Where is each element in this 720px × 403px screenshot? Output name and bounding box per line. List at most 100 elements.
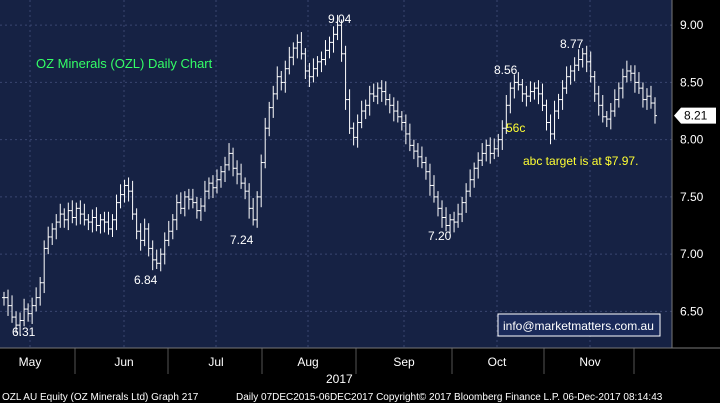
ohlc-bar [436,191,440,217]
ohlc-bar [427,163,432,196]
ohlc-bar [608,103,613,130]
ohlc-bar [480,143,485,166]
ohlc-bar [464,183,469,213]
ohlc-bar [339,19,344,62]
ohlc-bar [150,240,155,271]
ohlc-bar [255,191,260,228]
ohlc-bar [10,295,15,323]
ohlc-bar [2,291,6,306]
y-tick-label: 7.00 [680,247,704,261]
ohlc-bar [227,143,232,171]
ohlc-bar [307,62,312,87]
ohlc-bar [315,56,320,77]
ohlc-bar [206,177,211,200]
ohlc-bar [468,169,473,197]
ohlc-bar [363,99,368,120]
ohlc-bar [476,152,481,179]
x-axis: May Jun Jul Aug Sep Oct Nov [0,347,720,374]
ohlc-bar [632,65,637,93]
ohlc-bar [186,188,191,210]
ohlc-bar [303,48,308,79]
ohlc-bar [524,85,529,107]
ohlc-bar [283,60,288,93]
ohlc-bar [50,223,55,245]
ohlc-bar [174,194,179,231]
ohlc-bar [86,214,91,231]
x-tick-label: Aug [297,355,318,369]
ohlc-bar [648,85,653,109]
ohlc-bar [162,232,167,265]
ohlc-bar [564,66,569,94]
ohlc-bar [126,177,131,202]
ohlc-bar [110,214,115,237]
ohlc-bar [331,26,336,53]
ohlc-bar [552,100,557,140]
ohlc-bar [572,57,577,82]
ohlc-bar [620,68,625,99]
ohlc-bar [452,211,457,233]
ohlc-bar [460,196,465,223]
ohlc-bar [536,80,541,105]
annotation-low-631: 6.31 [12,325,36,339]
ohlc-bar [500,120,505,150]
ohlc-bar [114,194,119,231]
ohlc-bar [512,74,517,99]
ohlc-bar [122,179,127,203]
ohlc-bar [379,80,384,102]
ohlc-bar [347,89,352,134]
ohlc-bar [54,214,59,240]
annotation-high-856: 8.56 [494,63,518,77]
ohlc-bar [444,207,449,232]
ohlc-bar [130,180,135,220]
ohlc-bar [210,175,215,199]
ohlc-bar [327,36,332,59]
ohlc-bar [419,146,424,169]
ohlc-bar [239,163,244,189]
ohlc-bar [259,154,264,208]
ohlc-bar [387,93,392,114]
ohlc-bar [399,111,404,131]
ohlc-bar [247,183,252,219]
ohlc-bar [584,45,589,73]
ohlc-bar [202,180,207,212]
x-tick-label: Jun [114,355,133,369]
ohlc-bar [190,188,195,209]
ohlc-bar [440,200,445,228]
ohlc-bar [291,42,296,66]
annotation-high-877: 8.77 [560,37,584,51]
y-axis: 6.50 7.00 7.50 8.00 8.50 9.00 [671,0,704,348]
ohlc-bar [544,99,549,131]
ohlc-bar [271,85,276,118]
grid-lines [0,0,672,348]
ohlc-bar [644,88,649,110]
ohlc-bar [82,203,87,226]
x-tick-label: Sep [393,355,415,369]
footer-right: Daily 07DEC2015-06DEC2017 Copyright© 201… [236,392,663,403]
ohlc-bar [411,139,416,160]
x-tick-label: Jul [208,355,223,369]
ohlc-bar [560,80,565,110]
ohlc-bar [592,70,597,102]
y-tick-label: 6.50 [680,304,704,318]
annotation-56c: 56c [506,121,525,135]
y-tick-label: 8.50 [680,75,704,89]
ohlc-bar [580,48,585,68]
ohlc-bar [516,72,521,91]
ohlc-bar [319,51,324,73]
ohlc-bar [214,169,219,194]
ohlc-bar [548,114,553,145]
ohlc-bar [628,65,633,82]
ohlc-bar [403,114,408,145]
ohlc-bar [74,202,79,226]
last-price-marker: 8.21 [674,107,716,124]
ohlc-bar [58,203,63,228]
ohlc-bar [395,100,400,123]
ohlc-bar [182,191,187,217]
ohlc-bar [158,248,163,272]
ohlc-bar [275,66,280,100]
ohlc-bar [375,82,380,105]
y-tick-label: 9.00 [680,18,704,32]
ohlc-bar [38,277,43,306]
ohlc-bar [42,240,47,294]
ohlc-bar [504,95,509,134]
